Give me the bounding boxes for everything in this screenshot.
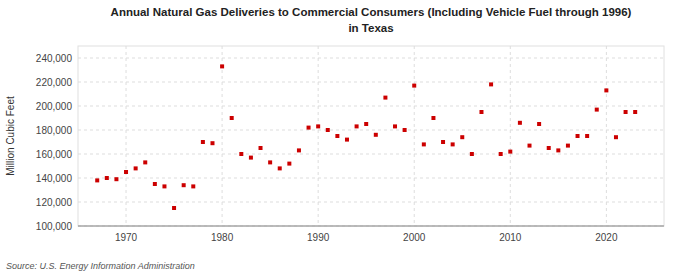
y-tick-label: 100,000 — [36, 221, 73, 232]
y-tick-label: 200,000 — [36, 101, 73, 112]
y-tick-label: 140,000 — [36, 173, 73, 184]
data-point — [383, 96, 387, 100]
data-point — [182, 183, 186, 187]
y-grid-line — [78, 130, 664, 131]
y-grid-line — [78, 226, 664, 227]
y-grid-line — [78, 82, 664, 83]
source: Source: U.S. Energy Information Administ… — [6, 261, 195, 271]
data-point — [297, 148, 301, 152]
x-grid-line — [414, 46, 415, 226]
grid — [78, 46, 664, 226]
data-point — [393, 124, 397, 128]
data-point — [508, 150, 512, 154]
data-point — [403, 128, 407, 132]
y-grid-line — [78, 202, 664, 203]
y-grid-line — [78, 58, 664, 59]
data-point — [489, 82, 493, 86]
data-point — [230, 116, 234, 120]
plot-frame — [78, 46, 664, 226]
data-point — [259, 146, 263, 150]
data-point — [172, 206, 176, 210]
data-point — [95, 178, 99, 182]
y-grid-line — [78, 154, 664, 155]
data-point — [287, 162, 291, 166]
data-point — [268, 160, 272, 164]
data-point — [249, 156, 253, 160]
data-point — [143, 160, 147, 164]
data-point — [518, 121, 522, 125]
x-grid-line — [606, 46, 607, 226]
data-point — [374, 133, 378, 137]
data-point — [364, 122, 368, 126]
data-point — [191, 184, 195, 188]
y-tick-label: 160,000 — [36, 149, 73, 160]
data-point — [470, 152, 474, 156]
x-tick-label: 2010 — [499, 232, 522, 243]
x-tick-label: 1970 — [115, 232, 138, 243]
x-grid-line — [510, 46, 511, 226]
data-point — [162, 184, 166, 188]
data-point — [153, 182, 157, 186]
data-point — [460, 135, 464, 139]
data-point — [134, 166, 138, 170]
data-point — [355, 124, 359, 128]
data-point — [124, 170, 128, 174]
x-axis-line — [78, 226, 664, 227]
y-tick-label: 240,000 — [36, 53, 73, 64]
data-point — [595, 108, 599, 112]
data-point — [278, 166, 282, 170]
data-point — [604, 88, 608, 92]
data-point — [114, 177, 118, 181]
data-point — [499, 152, 503, 156]
x-tick-label: 1980 — [211, 232, 234, 243]
x-grid-line — [222, 46, 223, 226]
data-point — [412, 84, 416, 88]
data-point — [201, 140, 205, 144]
data-point — [441, 140, 445, 144]
x-tick-label: 2000 — [403, 232, 426, 243]
y-tick-label: 220,000 — [36, 77, 73, 88]
data-point — [220, 64, 224, 68]
data-point — [585, 134, 589, 138]
x-tick-label: 1990 — [307, 232, 330, 243]
points — [95, 64, 637, 210]
data-point — [556, 148, 560, 152]
data-point — [431, 116, 435, 120]
data-point — [624, 110, 628, 114]
data-point — [210, 141, 214, 145]
x-grid-line — [318, 46, 319, 226]
chart: Annual Natural Gas Deliveries to Commerc… — [0, 0, 675, 275]
y-tick-label: 120,000 — [36, 197, 73, 208]
y-tick-label: 180,000 — [36, 125, 73, 136]
y-axis-label: Million Cubic Feet — [5, 96, 16, 176]
data-point — [528, 144, 532, 148]
data-point — [345, 138, 349, 142]
y-grid-line — [78, 106, 664, 107]
data-point — [537, 122, 541, 126]
data-point — [335, 134, 339, 138]
subtitle: in Texas — [348, 22, 393, 34]
data-point — [566, 144, 570, 148]
data-point — [307, 126, 311, 130]
y-grid-line — [78, 178, 664, 179]
data-point — [105, 176, 109, 180]
x-tick-label: 2020 — [595, 232, 618, 243]
title: Annual Natural Gas Deliveries to Commerc… — [111, 6, 632, 18]
data-point — [239, 152, 243, 156]
data-point — [633, 110, 637, 114]
data-point — [422, 142, 426, 146]
data-point — [547, 146, 551, 150]
data-point — [479, 110, 483, 114]
x-grid-line — [126, 46, 127, 226]
data-point — [614, 135, 618, 139]
data-point — [316, 124, 320, 128]
data-point — [451, 142, 455, 146]
data-point — [326, 128, 330, 132]
data-point — [576, 134, 580, 138]
